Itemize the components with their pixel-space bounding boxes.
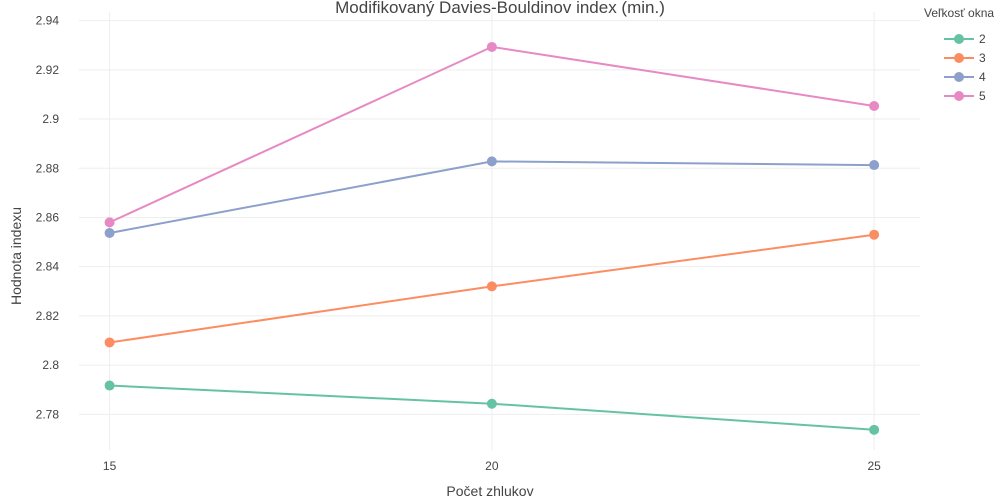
data-point[interactable] <box>869 229 880 240</box>
data-point[interactable] <box>486 281 497 292</box>
chart-title: Modifikovaný Davies-Bouldinov index (min… <box>335 0 665 17</box>
legend-label: 2 <box>979 32 986 46</box>
y-tick-label: 2.86 <box>36 210 60 224</box>
y-tick-label: 2.82 <box>36 309 60 323</box>
legend-marker <box>954 72 964 82</box>
legend-marker <box>954 91 964 101</box>
data-point[interactable] <box>869 424 880 435</box>
series-2 <box>104 380 880 435</box>
y-axis-ticks: 2.78 2.8 2.82 2.84 2.86 2.88 2.9 2.92 2.94 <box>36 14 60 422</box>
x-axis-ticks: 15 20 25 <box>103 459 881 473</box>
legend-title: Veľkosť okna <box>924 6 994 20</box>
legend: Veľkosť okna 2 3 4 5 <box>924 6 994 103</box>
y-tick-label: 2.92 <box>36 63 60 77</box>
data-point[interactable] <box>104 217 115 228</box>
data-point[interactable] <box>869 160 880 171</box>
legend-item-3[interactable]: 3 <box>944 51 986 65</box>
series-4 <box>104 156 880 238</box>
legend-item-2[interactable]: 2 <box>944 32 986 46</box>
y-axis-title: Hodnota indexu <box>8 207 24 305</box>
x-tick-label: 25 <box>867 459 881 473</box>
x-axis-title: Počet zhlukov <box>446 483 533 499</box>
legend-label: 3 <box>979 51 986 65</box>
data-point[interactable] <box>104 380 115 391</box>
data-point[interactable] <box>104 337 115 348</box>
legend-marker <box>954 34 964 44</box>
y-tick-label: 2.88 <box>36 161 60 175</box>
legend-marker <box>954 53 964 63</box>
legend-item-5[interactable]: 5 <box>944 89 986 103</box>
y-tick-label: 2.84 <box>36 260 60 274</box>
y-tick-label: 2.9 <box>42 112 59 126</box>
data-point[interactable] <box>869 100 880 111</box>
series-5 <box>104 41 880 228</box>
series-3 <box>104 229 880 348</box>
data-point[interactable] <box>104 227 115 238</box>
data-point[interactable] <box>486 398 497 409</box>
data-point[interactable] <box>486 41 497 52</box>
y-tick-label: 2.94 <box>36 14 60 28</box>
x-tick-label: 15 <box>103 459 117 473</box>
legend-label: 5 <box>979 89 986 103</box>
x-tick-label: 20 <box>485 459 499 473</box>
gridlines <box>79 12 920 450</box>
y-tick-label: 2.78 <box>36 407 60 421</box>
legend-label: 4 <box>979 70 986 84</box>
data-point[interactable] <box>486 156 497 167</box>
y-tick-label: 2.8 <box>42 358 59 372</box>
series-group <box>104 41 880 435</box>
legend-item-4[interactable]: 4 <box>944 70 986 84</box>
